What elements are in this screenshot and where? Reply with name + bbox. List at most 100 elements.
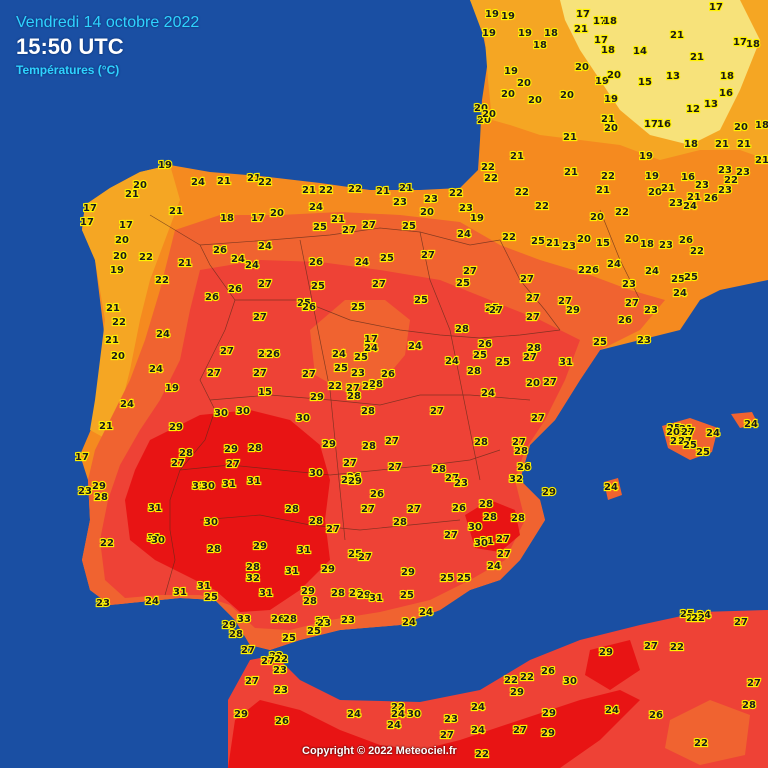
station-temperature: 22 bbox=[139, 252, 153, 263]
station-temperature: 22 bbox=[348, 184, 362, 195]
border-line-a bbox=[199, 227, 501, 246]
africa-zone-t23-26 bbox=[665, 700, 750, 765]
station-temperature: 25 bbox=[457, 573, 471, 584]
station-temperature: 27 bbox=[226, 459, 240, 470]
station-temperature: 20 bbox=[607, 70, 621, 81]
station-temperature: 21 bbox=[574, 24, 588, 35]
station-temperature: 25 bbox=[671, 274, 685, 285]
station-temperature: 19 bbox=[504, 66, 518, 77]
station-temperature: 20 bbox=[528, 95, 542, 106]
station-temperature: 26 bbox=[679, 235, 693, 246]
station-temperature: 26 bbox=[309, 257, 323, 268]
land-zone-t14-16 bbox=[560, 0, 760, 145]
station-temperature: 31 bbox=[285, 566, 299, 577]
station-temperature: 23 bbox=[718, 165, 732, 176]
station-temperature: 24 bbox=[481, 388, 495, 399]
station-temperature: 28 bbox=[229, 629, 243, 640]
station-temperature: 24 bbox=[231, 254, 245, 265]
station-temperature: 22 bbox=[670, 642, 684, 653]
station-temperature: 27 bbox=[444, 530, 458, 541]
station-temperature: 21 bbox=[690, 52, 704, 63]
station-temperature: 22 bbox=[328, 381, 342, 392]
station-temperature: 20 bbox=[625, 234, 639, 245]
station-temperature: 30 bbox=[151, 535, 165, 546]
station-temperature: 18 bbox=[220, 213, 234, 224]
station-temperature: 21 bbox=[670, 30, 684, 41]
station-temperature: 30 bbox=[309, 468, 323, 479]
station-temperature: 29 bbox=[401, 567, 415, 578]
station-temperature: 25 bbox=[334, 363, 348, 374]
station-temperature: 23 bbox=[695, 180, 709, 191]
station-temperature: 18 bbox=[640, 239, 654, 250]
station-temperature: 27 bbox=[258, 279, 272, 290]
station-temperature: 25 bbox=[313, 222, 327, 233]
station-temperature: 31 bbox=[369, 593, 383, 604]
station-temperature: 21 bbox=[376, 186, 390, 197]
station-temperature: 22 bbox=[515, 187, 529, 198]
station-temperature: 25 bbox=[348, 549, 362, 560]
station-temperature: 25 bbox=[354, 352, 368, 363]
station-temperature: 26 bbox=[381, 369, 395, 380]
station-temperature: 17 bbox=[576, 9, 590, 20]
station-temperature: 24 bbox=[258, 241, 272, 252]
station-temperature: 29 bbox=[222, 620, 236, 631]
station-temperature: 29 bbox=[301, 586, 315, 597]
station-temperature: 24 bbox=[697, 610, 711, 621]
station-temperature: 16 bbox=[681, 172, 695, 183]
station-temperature: 21 bbox=[105, 335, 119, 346]
border-line-e bbox=[199, 514, 461, 531]
station-temperature: 20 bbox=[482, 109, 496, 120]
station-temperature: 27 bbox=[241, 645, 255, 656]
station-temperature: 24 bbox=[245, 260, 259, 271]
station-temperature: 21 bbox=[679, 424, 693, 435]
station-temperature: 20 bbox=[270, 208, 284, 219]
border-line-i bbox=[599, 209, 641, 301]
station-temperature: 28 bbox=[479, 499, 493, 510]
station-temperature: 23 bbox=[273, 665, 287, 676]
station-temperature: 24 bbox=[706, 428, 720, 439]
station-temperature: 27 bbox=[747, 678, 761, 689]
station-temperature: 28 bbox=[362, 381, 376, 392]
station-temperature: 27 bbox=[385, 436, 399, 447]
station-temperature: 23 bbox=[96, 598, 110, 609]
station-temperature: 26 bbox=[275, 716, 289, 727]
station-temperature: 33 bbox=[237, 614, 251, 625]
station-temperature: 27 bbox=[361, 504, 375, 515]
station-temperature: 17 bbox=[119, 220, 133, 231]
station-temperature: 26 bbox=[302, 302, 316, 313]
station-temperature: 19 bbox=[158, 160, 172, 171]
station-temperature: 25 bbox=[351, 302, 365, 313]
station-temperature: 27 bbox=[346, 383, 360, 394]
station-temperature: 21 bbox=[247, 173, 261, 184]
station-temperature: 28 bbox=[362, 441, 376, 452]
station-temperature: 29 bbox=[599, 647, 613, 658]
station-temperature: 28 bbox=[361, 406, 375, 417]
station-temperature: 24 bbox=[309, 202, 323, 213]
station-temperature: 27 bbox=[253, 312, 267, 323]
island-mallorca bbox=[662, 418, 718, 460]
island-ibiza bbox=[604, 478, 622, 500]
station-temperature: 25 bbox=[414, 295, 428, 306]
station-temperature: 27 bbox=[343, 458, 357, 469]
station-temperature: 24 bbox=[332, 349, 346, 360]
station-temperature: 22 bbox=[481, 162, 495, 173]
station-temperature: 28 bbox=[246, 562, 260, 573]
station-temperature: 26 bbox=[478, 339, 492, 350]
station-temperature: 28 bbox=[283, 614, 297, 625]
station-temperature: 30 bbox=[204, 517, 218, 528]
station-temperature: 17 bbox=[364, 334, 378, 345]
station-temperature: 16 bbox=[657, 119, 671, 130]
station-temperature: 27 bbox=[734, 617, 748, 628]
station-temperature: 21 bbox=[178, 258, 192, 269]
station-temperature: 22 bbox=[449, 188, 463, 199]
station-temperature: 24 bbox=[604, 482, 618, 493]
station-temperature: 23 bbox=[393, 197, 407, 208]
station-temperature: 17 bbox=[251, 213, 265, 224]
station-temperature: 17 bbox=[75, 452, 89, 463]
station-temperature: 26 bbox=[585, 265, 599, 276]
station-temperature: 28 bbox=[527, 343, 541, 354]
station-temperature: 21 bbox=[546, 238, 560, 249]
station-temperature: 26 bbox=[205, 292, 219, 303]
station-temperature: 13 bbox=[666, 71, 680, 82]
station-temperature: 24 bbox=[445, 356, 459, 367]
